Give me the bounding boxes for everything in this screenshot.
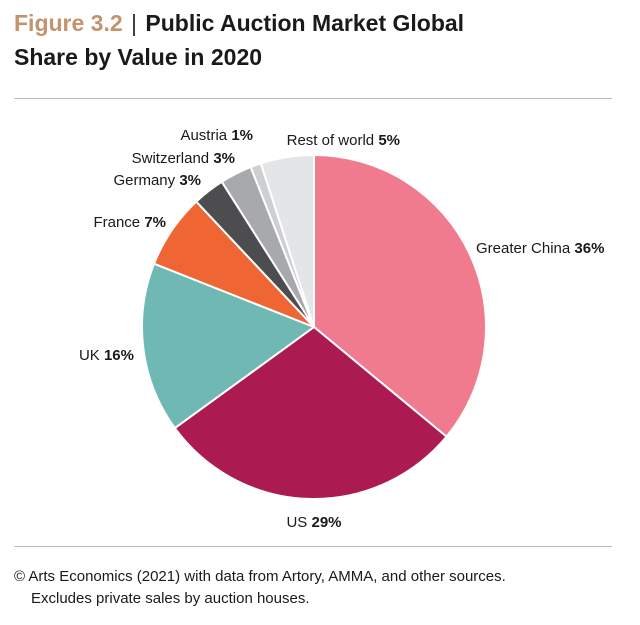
source-note: © Arts Economics (2021) with data from A… xyxy=(14,566,626,610)
label-greater-china: Greater China 36% xyxy=(476,240,604,257)
label-germany: Germany 3% xyxy=(113,172,201,189)
top-divider xyxy=(14,98,612,99)
label-value-france: 7% xyxy=(144,214,166,231)
label-value-uk: 16% xyxy=(104,347,134,364)
pie-chart: Greater China 36% US 29% UK 16% France 7% Ge… xyxy=(79,127,604,531)
label-name-uk: UK xyxy=(79,347,104,364)
figure-label: Figure 3.2 xyxy=(14,10,123,36)
source-line-1: © Arts Economics (2021) with data from A… xyxy=(14,568,506,585)
label-name-france: France xyxy=(93,214,144,231)
label-switzerland: Switzerland 3% xyxy=(132,150,235,167)
label-value-switzerland: 3% xyxy=(213,150,235,167)
label-name-austria: Austria xyxy=(180,127,231,144)
label-value-us: 29% xyxy=(311,514,341,531)
label-austria: Austria 1% xyxy=(180,127,253,144)
slice-rest-of-world xyxy=(259,154,315,328)
slice-us xyxy=(173,326,448,501)
label-name-germany: Germany xyxy=(113,172,179,189)
label-name-greater-china: Greater China xyxy=(476,240,574,257)
bottom-divider xyxy=(14,546,612,547)
label-uk: UK 16% xyxy=(79,347,134,364)
pie-slices xyxy=(141,154,488,501)
label-rest-of-world: Rest of world 5% xyxy=(287,132,400,149)
slice-greater-china xyxy=(313,154,488,438)
label-us: US 29% xyxy=(286,514,341,531)
title-line-2: Share by Value in 2020 xyxy=(14,44,263,70)
label-value-germany: 3% xyxy=(179,172,201,189)
slice-uk xyxy=(141,262,315,430)
label-name-us: US xyxy=(286,514,311,531)
label-name-switzerland: Switzerland xyxy=(132,150,214,167)
label-value-rest-of-world: 5% xyxy=(378,132,400,149)
chart-title: Figure 3.2 | Public Auction Market Globa… xyxy=(14,6,624,74)
source-line-2: Excludes private sales by auction houses… xyxy=(31,590,310,607)
pie-labels: Greater China 36% US 29% UK 16% France 7% Ge… xyxy=(79,127,604,531)
title-separator: | xyxy=(131,10,138,36)
label-name-rest-of-world: Rest of world xyxy=(287,132,379,149)
title-line-1: Public Auction Market Global xyxy=(145,10,465,36)
label-value-greater-china: 36% xyxy=(574,240,604,257)
label-value-austria: 1% xyxy=(231,127,253,144)
label-france: France 7% xyxy=(93,214,166,231)
